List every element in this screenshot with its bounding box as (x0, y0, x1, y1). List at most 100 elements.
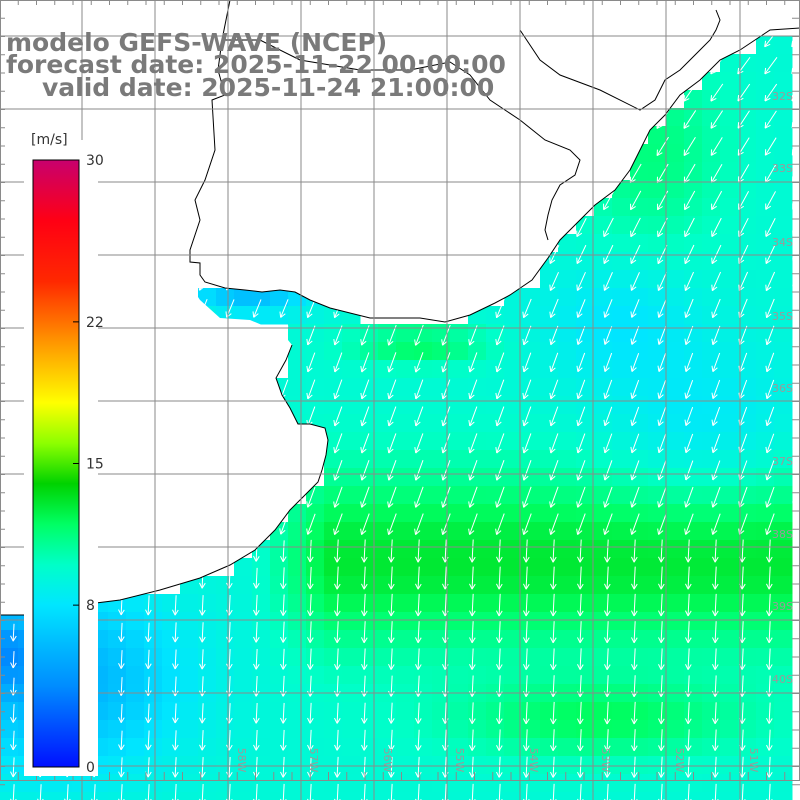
wind-cell (378, 648, 397, 667)
wind-cell (342, 558, 361, 577)
wind-arrow (765, 352, 775, 373)
wind-arrow (306, 298, 316, 319)
wind-arrow (496, 729, 503, 751)
wind-cell (666, 648, 685, 667)
wind-cell (216, 576, 235, 595)
wind-cell (324, 756, 343, 775)
wind-cell (630, 450, 649, 469)
wind-cell (468, 432, 487, 451)
wind-cell (342, 774, 361, 793)
wind-cell (180, 720, 199, 739)
wind-cell (486, 324, 505, 343)
wind-cell (468, 702, 487, 721)
wind-cell (666, 396, 685, 415)
wind-cell (342, 486, 361, 505)
wind-arrow (604, 701, 611, 725)
wind-cell (666, 198, 685, 217)
wind-cell (342, 522, 361, 541)
wind-arrow (603, 352, 613, 373)
lon-label: 56W (381, 748, 394, 773)
wind-arrow (523, 539, 530, 563)
wind-arrow (630, 299, 640, 318)
wind-cell (774, 378, 793, 397)
wind-arrow (469, 648, 476, 670)
wind-cell (288, 540, 307, 559)
wind-arrow (793, 539, 800, 563)
wind-cell (720, 720, 739, 739)
wind-cell (576, 324, 595, 343)
wind-cell (378, 720, 397, 739)
wind-cell (702, 522, 721, 541)
wind-arrow (765, 271, 776, 292)
wind-cell (0, 774, 19, 793)
wind-arrow (387, 352, 397, 373)
wind-cell (756, 702, 775, 721)
wind-cell (144, 666, 163, 685)
wind-cell (432, 324, 451, 343)
wind-cell (180, 702, 199, 721)
wind-arrow (172, 622, 179, 643)
wind-cell (216, 594, 235, 613)
wind-cell (666, 234, 685, 253)
wind-cell (558, 522, 577, 541)
wind-arrow (765, 460, 775, 481)
wind-cell (720, 558, 739, 577)
wind-cell (504, 360, 523, 379)
wind-cell (594, 558, 613, 577)
wind-cell (306, 396, 325, 415)
wind-arrow (685, 621, 692, 644)
wind-arrow (388, 756, 395, 778)
wind-arrow (656, 136, 669, 157)
wind-cell (684, 594, 703, 613)
wind-arrow (334, 729, 341, 751)
wind-cell (396, 324, 415, 343)
wind-cell (432, 738, 451, 757)
wind-cell (414, 558, 433, 577)
wind-cell (126, 792, 145, 800)
wind-arrow (630, 190, 642, 211)
wind-cell (666, 378, 685, 397)
wind-cell (486, 342, 505, 361)
wind-cell (756, 234, 775, 253)
wind-arrow (172, 649, 179, 670)
wind-arrow (360, 459, 370, 481)
wind-arrow (576, 513, 586, 535)
wind-cell (288, 360, 307, 379)
wind-cell (648, 792, 667, 800)
wind-cell (666, 270, 685, 289)
wind-cell (378, 540, 397, 559)
wind-cell (396, 738, 415, 757)
wind-cell (486, 450, 505, 469)
wind-cell (576, 234, 595, 253)
wind-cell (612, 414, 631, 433)
wind-arrow (658, 539, 665, 563)
wind-cell (594, 702, 613, 721)
wind-cell (684, 234, 703, 253)
wind-cell (252, 774, 271, 793)
wind-cell (576, 720, 595, 739)
wind-arrow (711, 298, 721, 319)
wind-cell (738, 504, 757, 523)
wind-arrow (118, 757, 125, 778)
wind-cell (378, 558, 397, 577)
wind-arrow (280, 621, 287, 643)
wind-cell (486, 720, 505, 739)
wind-cell (630, 702, 649, 721)
wind-arrow (360, 352, 370, 373)
lat-label: 34S (772, 236, 793, 249)
wind-cell (468, 378, 487, 397)
wind-cell (540, 522, 559, 541)
wind-cell (378, 414, 397, 433)
wind-cell (234, 648, 253, 667)
wind-arrow (496, 539, 503, 563)
wind-arrow (172, 757, 179, 778)
wind-cell (558, 792, 577, 800)
wind-cell (576, 450, 595, 469)
wind-cell (522, 702, 541, 721)
wind-cell (594, 414, 613, 433)
wind-cell (666, 774, 685, 793)
wind-cell (324, 738, 343, 757)
wind-cell (684, 558, 703, 577)
wind-cell (774, 234, 793, 253)
wind-cell (288, 594, 307, 613)
